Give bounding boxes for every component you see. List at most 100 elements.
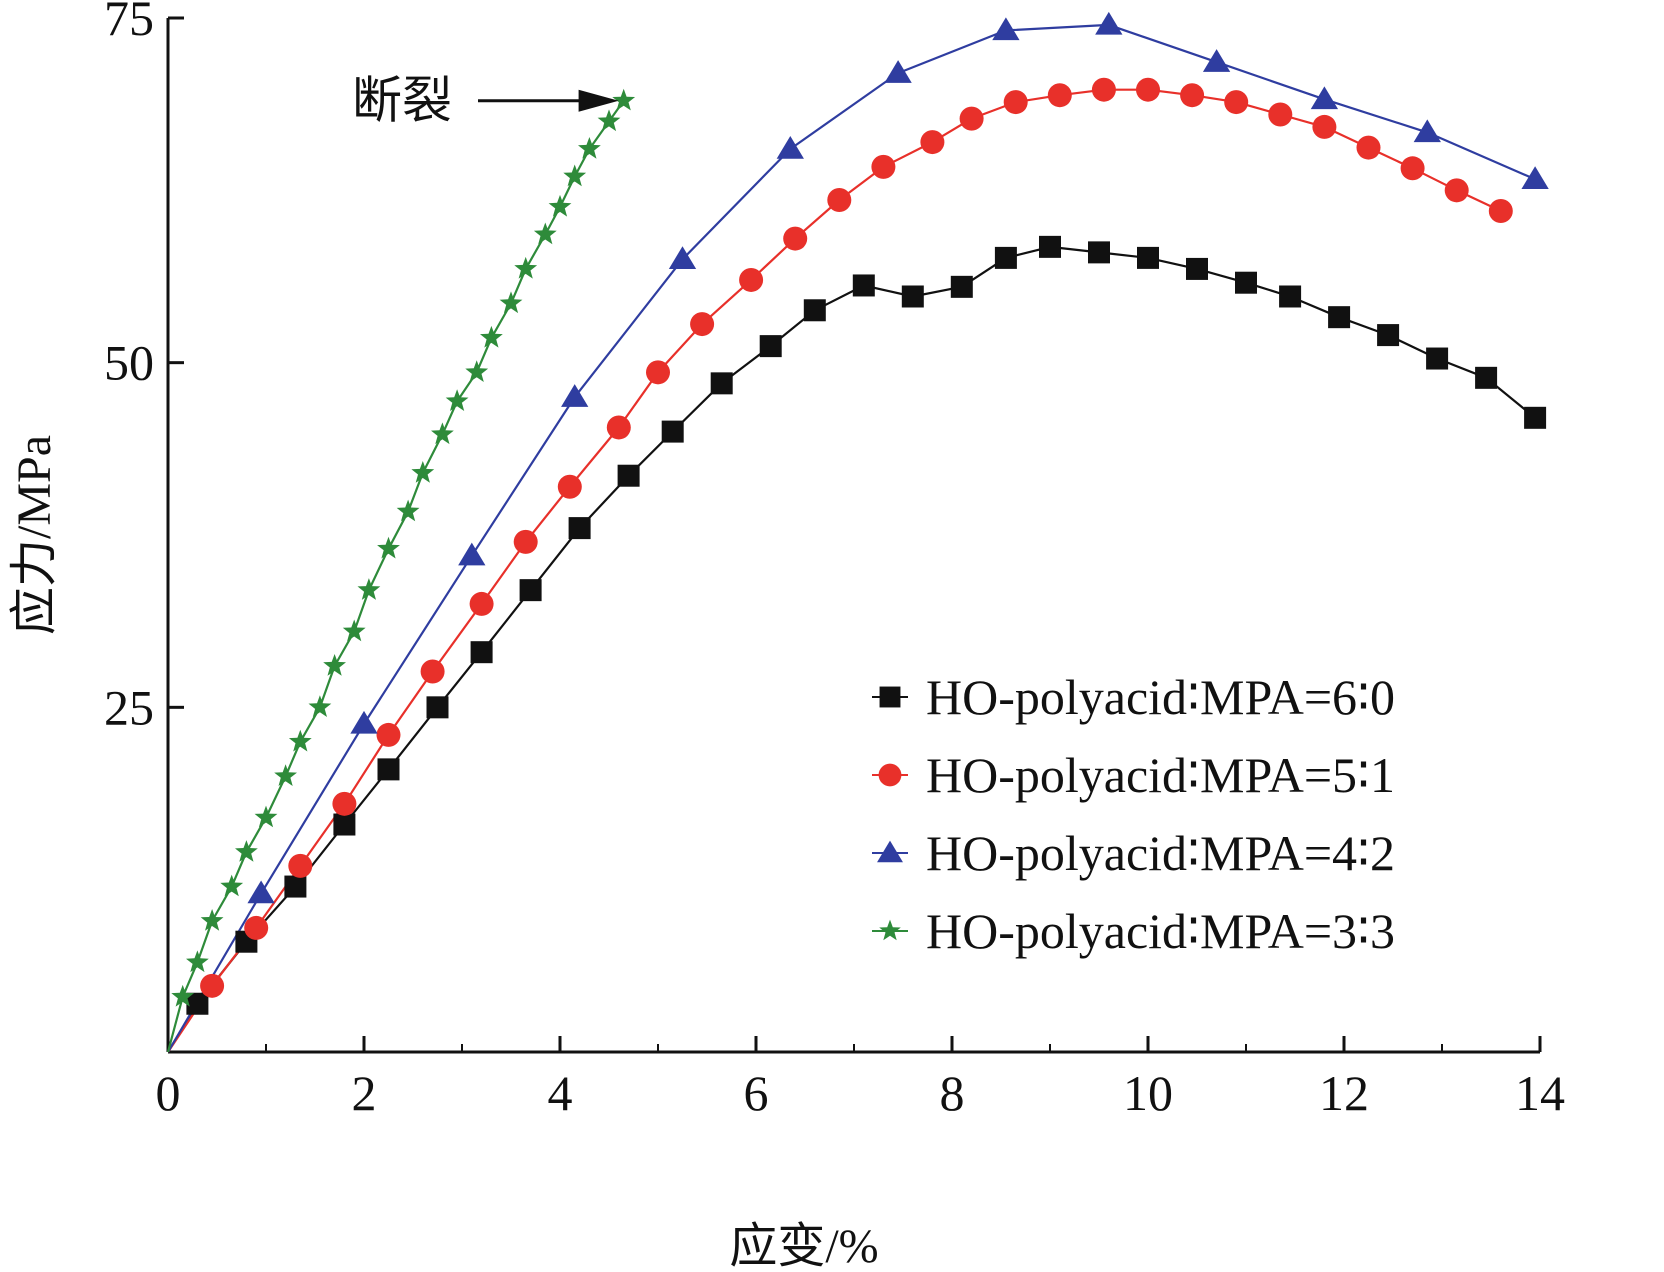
break-arrow-head [578, 89, 619, 112]
data-point [519, 579, 542, 602]
data-point [827, 187, 852, 212]
data-point [465, 360, 489, 382]
data-point [186, 992, 209, 1015]
data-point [1426, 347, 1449, 370]
data-point [1475, 366, 1498, 389]
data-point [1444, 178, 1469, 203]
data-point [1413, 119, 1441, 143]
data-point [852, 274, 875, 297]
data-point [420, 659, 445, 684]
data-point [1312, 114, 1337, 139]
y-tick-label: 25 [104, 679, 154, 735]
data-point [1328, 306, 1351, 329]
x-axis-title: 应变/% [729, 1220, 878, 1272]
legend-label: HO-polyacid∶MPA=5∶1 [926, 747, 1395, 803]
data-point [959, 106, 984, 131]
data-point [288, 729, 312, 752]
data-point [533, 222, 557, 245]
data-point [690, 312, 715, 337]
data-point [1524, 406, 1547, 429]
data-point [284, 875, 307, 898]
data-point [332, 791, 357, 816]
x-tick-label: 14 [1515, 1065, 1565, 1121]
data-point [668, 246, 697, 270]
data-point [578, 137, 601, 159]
data-point [557, 474, 582, 499]
data-point [568, 517, 591, 540]
data-point [458, 542, 486, 566]
data-point [377, 758, 400, 781]
data-point [274, 764, 297, 786]
data-point [646, 360, 670, 385]
data-point [220, 874, 244, 897]
break-annotation: 断裂 [352, 73, 619, 129]
data-point [617, 464, 640, 487]
data-point [661, 420, 684, 443]
data-point [1039, 235, 1061, 258]
legend-label: HO-polyacid∶MPA=3∶3 [926, 903, 1395, 959]
data-point [776, 135, 804, 159]
legend-marker [878, 763, 902, 787]
data-point [803, 299, 826, 322]
y-tick-label: 75 [104, 0, 154, 46]
data-point [186, 950, 209, 973]
data-point [396, 499, 420, 522]
data-point [1180, 83, 1205, 108]
data-point [1047, 83, 1072, 108]
data-point [247, 880, 275, 904]
data-point [171, 984, 195, 1007]
y-axis-title: 应力/MPa [8, 435, 61, 635]
data-point [244, 915, 269, 940]
data-point [1488, 199, 1513, 224]
axes: 0 2 4 6 8 10 12 14 25 50 75 应变/% 应力/MPa [8, 0, 1565, 1272]
data-point [884, 60, 912, 83]
data-point [254, 805, 278, 828]
curves [166, 23, 1536, 1053]
data-point [759, 335, 782, 358]
data-point [200, 973, 225, 998]
x-tick-label: 8 [940, 1065, 965, 1121]
data-point [1137, 246, 1159, 269]
data-point [783, 226, 808, 251]
data-point [994, 246, 1017, 269]
data-point [431, 422, 454, 445]
data-point [376, 722, 401, 747]
data-point [350, 710, 378, 734]
legend-label: HO-polyacid∶MPA=4∶2 [926, 825, 1395, 881]
data-point [1310, 86, 1339, 110]
data-point [288, 853, 313, 878]
data-point [1095, 11, 1123, 35]
data-point [377, 536, 400, 559]
data-point [235, 840, 258, 862]
data-point [950, 275, 973, 298]
data-point [548, 194, 572, 217]
x-tick-label: 10 [1123, 1065, 1173, 1121]
data-point [469, 591, 494, 616]
x-tick-label: 0 [156, 1065, 181, 1121]
data-point [1400, 156, 1425, 181]
data-point [333, 813, 356, 836]
data-point [1202, 49, 1231, 72]
data-point [606, 415, 631, 440]
x-tick-label: 12 [1319, 1065, 1369, 1121]
data-point [871, 154, 896, 179]
data-point [411, 461, 435, 483]
y-tick-label: 50 [104, 335, 154, 391]
data-point [561, 384, 589, 407]
data-point [1186, 257, 1208, 280]
data-point [710, 372, 733, 395]
data-point [470, 641, 493, 664]
data-point [480, 325, 503, 348]
data-point [445, 389, 469, 411]
data-point [308, 695, 332, 717]
data-point [1003, 90, 1028, 115]
legend-marker [879, 686, 901, 708]
data-point [1279, 285, 1302, 308]
x-tick-label: 4 [548, 1065, 573, 1121]
data-point [1268, 102, 1293, 127]
data-point [1235, 271, 1257, 294]
data-point [920, 130, 945, 155]
data-point [612, 88, 636, 111]
series-line-3 [167, 23, 1536, 1053]
